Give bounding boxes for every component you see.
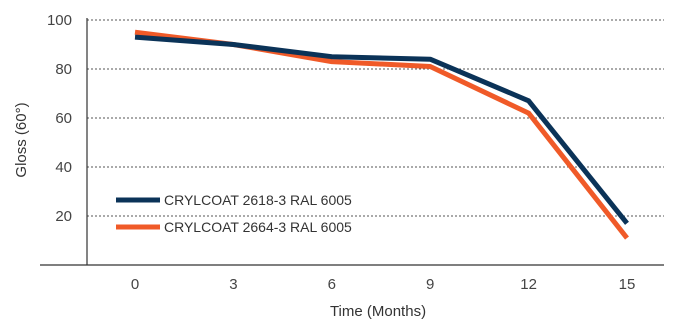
x-tick-label: 6 <box>328 276 336 293</box>
series-lines <box>134 29 629 240</box>
x-tick-label: 0 <box>131 276 139 293</box>
y-tick-label: 20 <box>55 208 72 225</box>
x-tick-label: 9 <box>426 276 434 293</box>
legend-label: CRYLCOAT 2664-3 RAL 6005 <box>164 219 352 235</box>
y-tick-label: 80 <box>55 61 72 78</box>
y-tick-label: 40 <box>55 159 72 176</box>
y-tick-label: 60 <box>55 110 72 127</box>
legend: CRYLCOAT 2618-3 RAL 6005 CRYLCOAT 2664-3 … <box>116 192 352 235</box>
y-gridlines <box>87 19 664 217</box>
x-tick-label: 15 <box>619 276 636 293</box>
x-axis-title: Time (Months) <box>330 303 426 320</box>
y-tick-labels: 20 40 60 80 100 <box>47 12 72 225</box>
series-line-1 <box>134 34 629 225</box>
x-tick-label: 12 <box>520 276 537 293</box>
x-tick-labels: 0 3 6 9 12 15 <box>131 276 636 293</box>
legend-label: CRYLCOAT 2618-3 RAL 6005 <box>164 192 352 208</box>
y-axis-title: Gloss (60°) <box>13 102 30 177</box>
y-tick-label: 100 <box>47 12 72 29</box>
x-tick-label: 3 <box>229 276 237 293</box>
